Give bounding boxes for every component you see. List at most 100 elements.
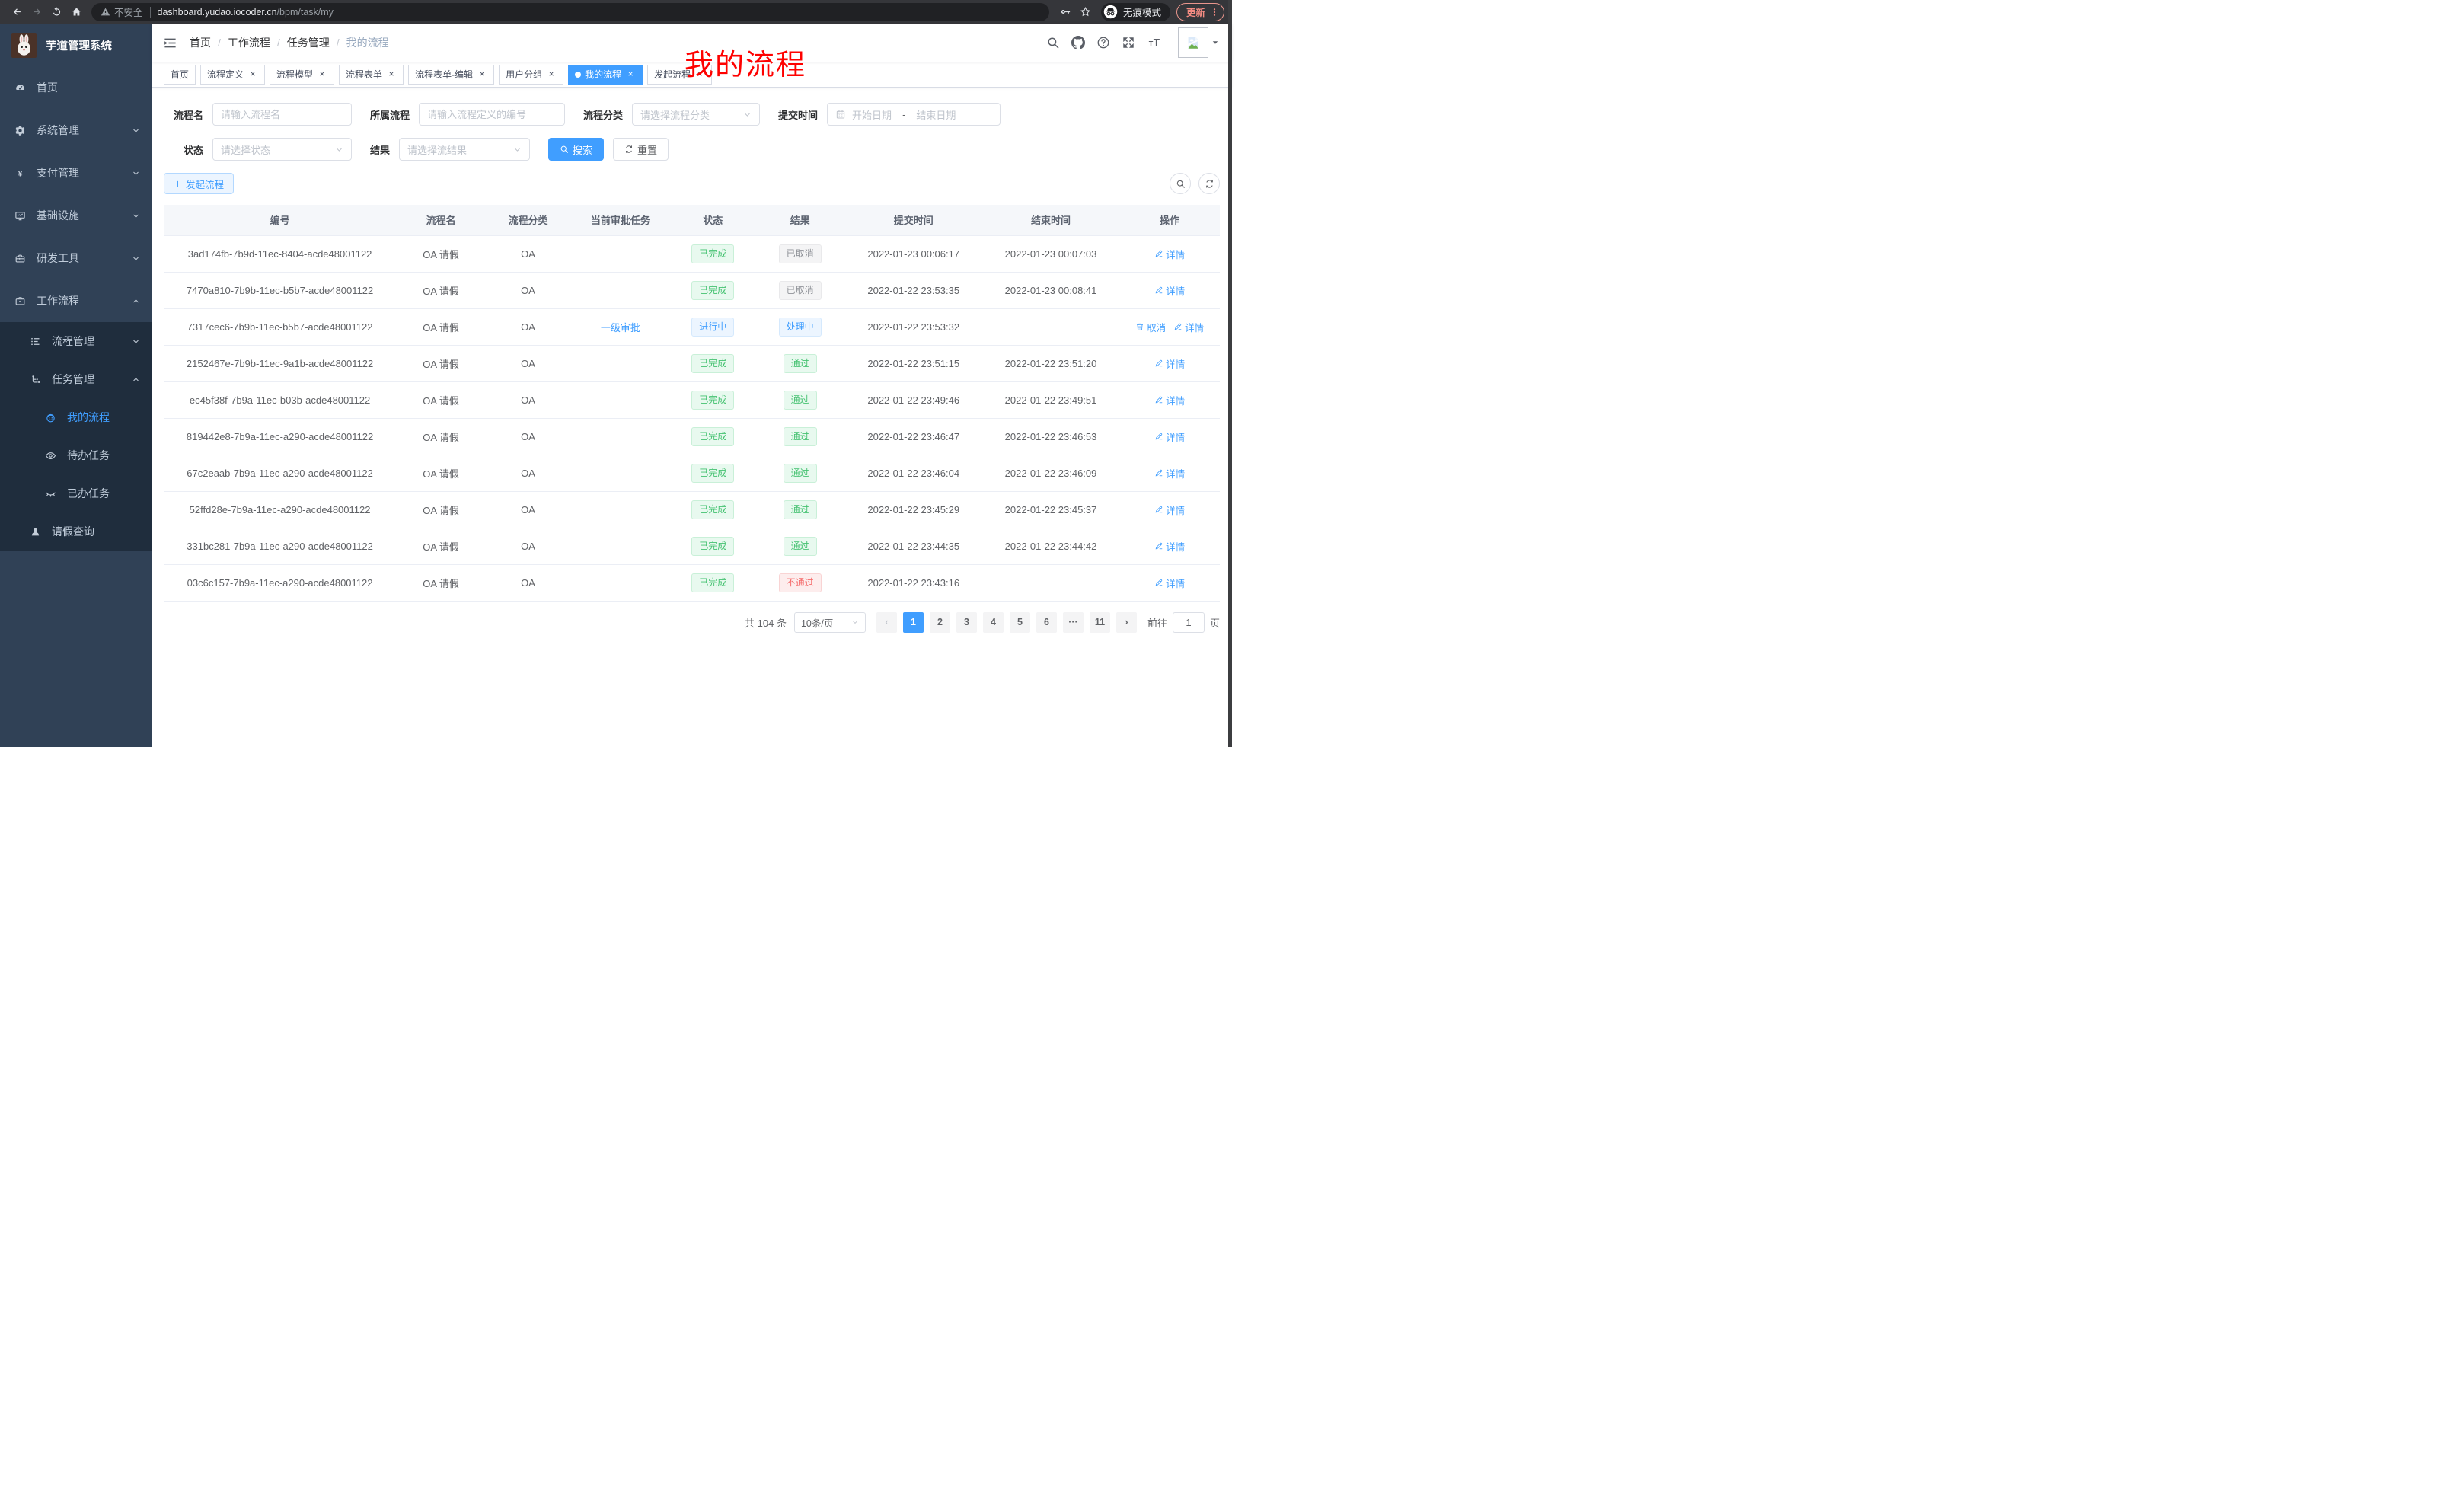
- sidebar-item-todo-task[interactable]: 待办任务: [0, 436, 152, 474]
- tab-home[interactable]: 首页: [164, 64, 196, 85]
- breadcrumb-separator: /: [218, 37, 221, 49]
- sidebar-item-leave-query[interactable]: 请假查询: [0, 512, 152, 551]
- help-button[interactable]: [1096, 36, 1110, 49]
- font-size-button[interactable]: [1147, 36, 1163, 49]
- detail-link[interactable]: 详情: [1154, 503, 1185, 517]
- breadcrumb-item[interactable]: 工作流程: [227, 37, 270, 49]
- sidebar-collapse-button[interactable]: [163, 36, 177, 50]
- detail-link[interactable]: 详情: [1154, 429, 1185, 444]
- pager-page-5[interactable]: 5: [1009, 611, 1030, 633]
- browser-reload-button[interactable]: [47, 3, 65, 21]
- cell-category: OA: [486, 235, 570, 273]
- process-name-input-field[interactable]: [221, 108, 343, 120]
- detail-link[interactable]: 详情: [1173, 320, 1204, 334]
- search-button-label: 搜索: [573, 144, 593, 156]
- user-avatar-dropdown[interactable]: [1178, 27, 1220, 58]
- pager-page-11[interactable]: 11: [1089, 611, 1110, 633]
- search-button[interactable]: 搜索: [548, 138, 605, 161]
- cell-status: 已完成: [670, 272, 755, 309]
- process-def-input[interactable]: [419, 103, 566, 126]
- success-tag: 通过: [783, 500, 817, 519]
- tab-form-edit[interactable]: 流程表单-编辑 ×: [408, 64, 495, 85]
- cell-submit-time: 2022-01-22 23:49:46: [844, 381, 982, 419]
- sidebar-item-devtools[interactable]: 研发工具: [0, 237, 152, 279]
- pager-page-4[interactable]: 4: [982, 611, 1004, 633]
- header-search-button[interactable]: [1046, 36, 1060, 49]
- tab-close-icon[interactable]: ×: [548, 68, 554, 79]
- tab-user-group[interactable]: 用户分组 ×: [499, 64, 564, 85]
- tab-close-icon[interactable]: ×: [319, 68, 325, 79]
- pager-next-button[interactable]: ›: [1116, 611, 1137, 633]
- eye-icon: [45, 450, 56, 461]
- cell-submit-time: 2022-01-23 00:06:17: [844, 235, 982, 273]
- bookmark-star-button[interactable]: [1077, 3, 1095, 21]
- browser-home-button[interactable]: [67, 3, 85, 21]
- detail-link[interactable]: 详情: [1154, 247, 1185, 261]
- date-range-picker[interactable]: 开始日期 - 结束日期: [827, 103, 1001, 126]
- refresh-table-button[interactable]: [1198, 173, 1220, 194]
- sidebar-item-home[interactable]: 首页: [0, 66, 152, 109]
- reset-button[interactable]: 重置: [613, 138, 669, 161]
- sidebar-item-my-process[interactable]: 我的流程: [0, 398, 152, 436]
- app-logo[interactable]: 芋道管理系统: [0, 24, 152, 66]
- cell-actions: 详情: [1119, 491, 1220, 528]
- search-action: 搜索: [548, 138, 605, 161]
- process-name-input[interactable]: [212, 103, 352, 126]
- tab-close-icon[interactable]: ×: [479, 68, 485, 79]
- tab-process-model[interactable]: 流程模型 ×: [270, 64, 335, 85]
- window-edge-strip: [1228, 0, 1232, 747]
- status-select[interactable]: 请选择状态: [212, 138, 352, 161]
- goto-page-input[interactable]: [1172, 611, 1205, 633]
- table-row: 03c6c157-7b9a-11ec-a290-acde48001122 OA 请…: [164, 564, 1220, 602]
- pager-page-2[interactable]: 2: [929, 611, 950, 633]
- sidebar-item-task-mgmt[interactable]: 任务管理: [0, 360, 152, 398]
- cell-end-time: 2022-01-22 23:45:37: [981, 491, 1120, 528]
- result-select[interactable]: 请选择流结果: [399, 138, 531, 161]
- detail-link[interactable]: 详情: [1154, 539, 1185, 554]
- sidebar-item-workflow[interactable]: 工作流程: [0, 279, 152, 322]
- start-process-button[interactable]: 发起流程: [164, 173, 235, 194]
- pager-page-1[interactable]: 1: [902, 611, 924, 633]
- pen-icon: [1154, 286, 1163, 295]
- tab-my-process[interactable]: 我的流程 ×: [568, 64, 643, 85]
- tab-start-process[interactable]: 发起流程 ×: [647, 64, 713, 85]
- tab-process-form[interactable]: 流程表单 ×: [339, 64, 404, 85]
- github-link[interactable]: [1071, 36, 1085, 49]
- current-task-link[interactable]: 一级审批: [600, 321, 640, 334]
- tab-close-icon[interactable]: ×: [250, 68, 256, 79]
- category-select[interactable]: 请选择流程分类: [632, 103, 761, 126]
- pager-page-3[interactable]: 3: [956, 611, 977, 633]
- address-bar[interactable]: 不安全 dashboard.yudao.iocoder.cn/bpm/task/…: [91, 2, 1049, 21]
- breadcrumb-item[interactable]: 任务管理: [286, 37, 330, 49]
- show-search-toggle-button[interactable]: [1170, 173, 1191, 194]
- browser-forward-button[interactable]: [27, 3, 46, 21]
- browser-update-button[interactable]: 更新: [1176, 2, 1224, 21]
- detail-link[interactable]: 详情: [1154, 576, 1185, 590]
- tab-close-icon[interactable]: ×: [697, 68, 703, 79]
- not-secure-indicator[interactable]: 不安全: [101, 5, 143, 19]
- chevron-down-icon: [513, 145, 522, 154]
- cancel-link[interactable]: 取消: [1135, 320, 1166, 334]
- sidebar-item-label: 任务管理: [52, 373, 94, 385]
- sidebar-item-process-mgmt[interactable]: 流程管理: [0, 322, 152, 360]
- sidebar-item-payment[interactable]: 支付管理: [0, 152, 152, 194]
- tab-process-def[interactable]: 流程定义 ×: [200, 64, 266, 85]
- sidebar-item-infra[interactable]: 基础设施: [0, 194, 152, 237]
- fullscreen-button[interactable]: [1122, 36, 1135, 49]
- detail-link[interactable]: 详情: [1154, 356, 1185, 371]
- breadcrumb-item[interactable]: 首页: [190, 37, 211, 49]
- tab-close-icon[interactable]: ×: [627, 68, 634, 79]
- detail-link[interactable]: 详情: [1154, 466, 1185, 480]
- sidebar-item-system[interactable]: 系统管理: [0, 109, 152, 152]
- pager-page-6[interactable]: 6: [1036, 611, 1057, 633]
- detail-link[interactable]: 详情: [1154, 283, 1185, 298]
- detail-link[interactable]: 详情: [1154, 393, 1185, 407]
- password-key-button[interactable]: [1057, 3, 1075, 21]
- page-size-select[interactable]: 10条/页: [793, 611, 866, 633]
- goto-label: 前往: [1147, 617, 1167, 629]
- sidebar-menu: 首页 系统管理 支付管理 基础设施 研发工具 工作流程 流程管理任务管理我的流程 待办任务 已办…: [0, 66, 152, 551]
- sidebar-item-done-task[interactable]: 已办任务: [0, 474, 152, 512]
- tab-close-icon[interactable]: ×: [388, 68, 394, 79]
- browser-back-button[interactable]: [8, 3, 26, 21]
- process-def-input-field[interactable]: [427, 108, 557, 120]
